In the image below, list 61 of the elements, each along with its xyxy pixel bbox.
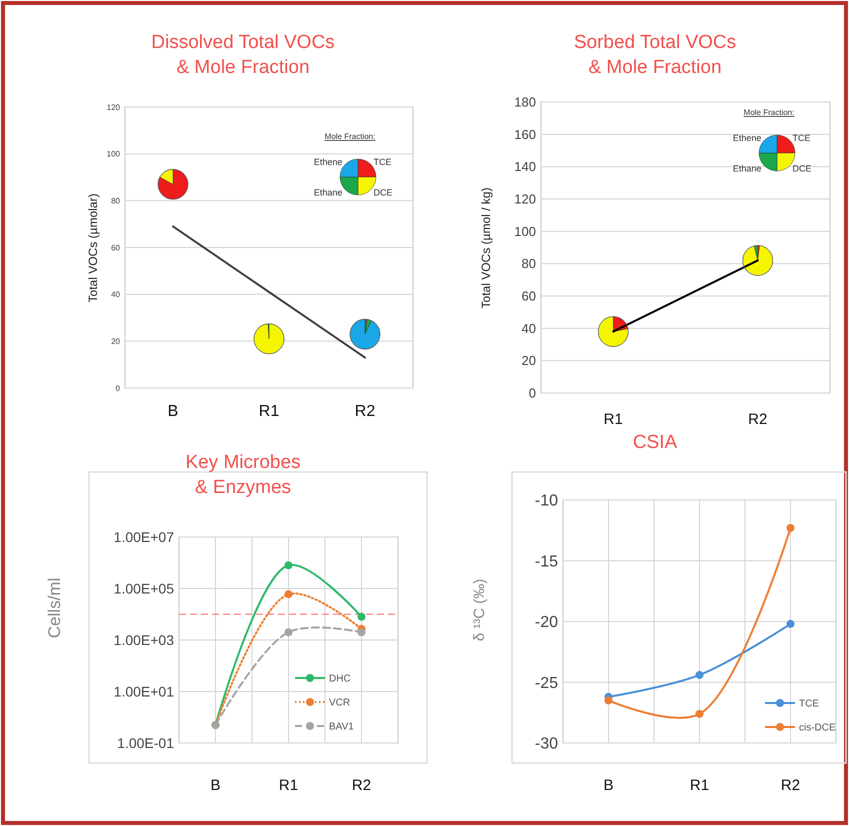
slice-label: TCE [374, 156, 392, 167]
legend-label: TCE [799, 698, 820, 710]
x-tick-label: R2 [748, 411, 768, 428]
slice-label: DCE [374, 187, 393, 198]
y-tick-label: 40 [522, 320, 536, 336]
y-tick-label: -30 [534, 736, 558, 753]
chart-title: Mole Fraction: [324, 132, 376, 141]
slice-label: Ethene [314, 156, 342, 167]
chart-title: CSIA [632, 432, 678, 453]
y-tick-label: 1.00E-01 [117, 734, 174, 751]
y-tick-label: 20 [111, 336, 121, 346]
y-tick-label: 0 [528, 386, 536, 401]
y-tick-label: 1.00E+05 [114, 580, 174, 596]
chart-title: Key Microbes & Enzymes [185, 452, 301, 498]
chart-title: Mole Fraction: [744, 108, 794, 117]
y-tick-label: 40 [111, 290, 121, 300]
x-tick-label: R1 [604, 411, 623, 428]
x-tick-label: R1 [690, 777, 710, 794]
y-axis-title: δ ¹³C (‰) [471, 578, 488, 642]
legend-label: cis-DCE [799, 722, 836, 734]
y-tick-label: 80 [522, 256, 536, 272]
y-tick-label: 80 [111, 196, 121, 206]
slice-label: Ethene [732, 132, 762, 143]
x-tick-label: R2 [780, 777, 800, 794]
slice-label: Ethane [314, 187, 342, 198]
y-tick-label: -25 [534, 674, 558, 692]
slice-label: DCE [792, 163, 812, 174]
legend-label: BAV1 [329, 722, 354, 732]
slice-label: TCE [792, 132, 811, 143]
y-tick-label: 160 [514, 126, 536, 142]
y-tick-label: 20 [522, 353, 536, 368]
x-tick-label: R1 [258, 403, 280, 420]
y-tick-label: 1.00E+03 [114, 632, 174, 648]
y-tick-label: 100 [106, 150, 121, 159]
x-tick-label: R2 [352, 777, 372, 794]
y-axis-title: Cells/ml [45, 578, 64, 638]
y-tick-label: 60 [522, 288, 536, 304]
y-tick-label: 60 [111, 243, 121, 252]
x-tick-label: B [603, 777, 614, 794]
y-tick-label: 120 [106, 102, 121, 112]
legend-label: VCR [329, 698, 350, 708]
y-tick-label: -15 [534, 553, 558, 570]
y-tick-label: 1.00E+01 [114, 683, 174, 700]
chart-title: Sorbed Total VOCs & Mole Fraction [574, 32, 736, 78]
y-tick-label: 100 [514, 224, 536, 239]
slice-label: Ethane [732, 163, 762, 174]
x-tick-label: R2 [354, 403, 376, 420]
y-tick-label: -10 [534, 492, 558, 510]
y-axis-title: Total VOCs (µmolar) [86, 194, 100, 302]
y-tick-label: 0 [116, 384, 121, 393]
y-tick-label: 140 [514, 159, 536, 174]
y-axis-title: Total VOCs (µmol / kg) [479, 188, 493, 308]
x-tick-label: B [210, 777, 221, 794]
legend-label: DHC [329, 674, 351, 684]
y-tick-label: 120 [514, 192, 536, 207]
y-tick-label: -20 [534, 614, 558, 632]
y-tick-label: 1.00E+07 [114, 528, 174, 545]
x-tick-label: B [168, 403, 178, 420]
y-tick-label: 180 [514, 94, 536, 110]
x-tick-label: R1 [278, 777, 298, 794]
chart-title: Dissolved Total VOCs & Mole Fraction [151, 32, 335, 78]
